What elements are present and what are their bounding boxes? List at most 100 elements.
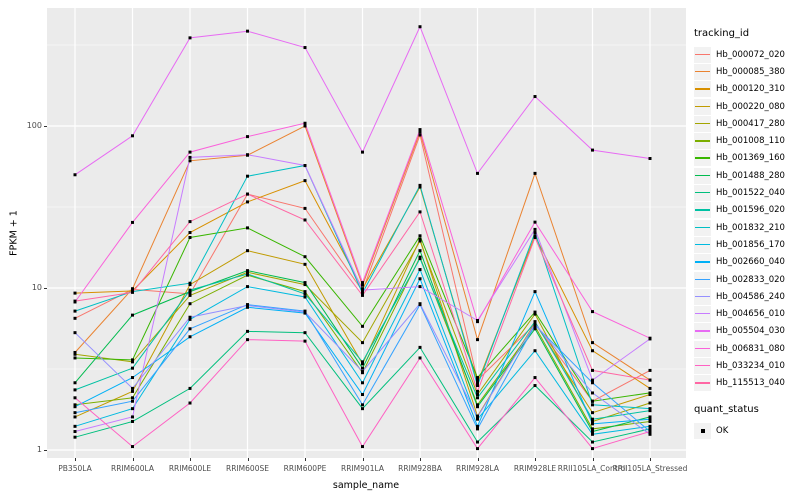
- data-point: [188, 36, 192, 40]
- y-tick-mark: [44, 125, 47, 127]
- data-point: [533, 290, 537, 294]
- legend-key-line-icon: [695, 295, 710, 298]
- legend-key: [694, 306, 711, 323]
- legend-key: [694, 357, 711, 374]
- data-point: [648, 427, 652, 431]
- y-tick-label: 1: [36, 445, 42, 454]
- data-point: [476, 403, 479, 407]
- data-point: [418, 277, 422, 281]
- legend-entry-label: Hb_001832_210: [716, 222, 785, 233]
- data-point: [476, 171, 479, 175]
- data-point: [476, 415, 479, 419]
- data-point: [361, 360, 364, 364]
- data-point: [246, 303, 249, 307]
- data-point: [303, 255, 307, 259]
- data-point: [418, 234, 422, 238]
- data-point: [533, 231, 537, 235]
- x-tick-mark: [477, 458, 479, 461]
- legend-entry-label: Hb_001856_170: [716, 239, 785, 250]
- x-tick-mark: [592, 458, 594, 461]
- data-point: [476, 424, 479, 428]
- data-point: [591, 391, 594, 395]
- data-point: [476, 320, 479, 324]
- x-tick-label-RRII105LA_Stressed: RRII105LA_Stressed: [612, 464, 688, 473]
- data-point: [418, 130, 422, 134]
- legend-key: [694, 254, 711, 271]
- data-point: [533, 95, 537, 99]
- data-point: [533, 320, 537, 324]
- data-point: [418, 268, 422, 272]
- data-point: [73, 173, 77, 177]
- legend-key-line-icon: [695, 174, 710, 177]
- data-point: [303, 218, 307, 222]
- legend-key-line-icon: [695, 330, 710, 332]
- data-point: [131, 419, 134, 423]
- legend-entry: Hb_000220_080: [694, 98, 800, 115]
- data-point: [591, 411, 594, 415]
- data-point: [418, 133, 422, 137]
- data-point: [73, 352, 77, 356]
- legend-entry-label: Hb_001008_110: [716, 136, 785, 147]
- legend-entry: Hb_000085_380: [694, 63, 800, 80]
- data-point: [648, 419, 652, 423]
- data-point: [131, 220, 134, 224]
- data-point: [188, 317, 192, 321]
- data-point: [361, 393, 364, 397]
- legend-entry-label: Hb_000072_020: [716, 49, 785, 60]
- x-tick-label-RRIM901LA: RRIM901LA: [341, 464, 384, 473]
- data-point: [303, 283, 307, 287]
- data-point: [131, 445, 134, 449]
- legend-entry-label: Hb_005504_030: [716, 326, 785, 337]
- data-point: [418, 285, 422, 289]
- legend-entry-label: Hb_115513_040: [716, 378, 785, 389]
- legend-key: [694, 340, 711, 357]
- data-point: [303, 292, 307, 296]
- data-point: [303, 121, 307, 125]
- data-point: [303, 46, 307, 50]
- x-tick-label-RRIM600LA: RRIM600LA: [111, 464, 154, 473]
- data-point: [303, 310, 307, 314]
- data-point: [418, 249, 422, 253]
- data-point: [188, 293, 192, 297]
- legend-key: [694, 288, 711, 305]
- data-point: [476, 384, 479, 388]
- data-point: [73, 309, 77, 313]
- data-point: [73, 424, 77, 428]
- data-point: [246, 135, 249, 139]
- x-tick-mark: [75, 458, 76, 461]
- legend-entry: Hb_000417_280: [694, 115, 800, 132]
- data-point: [303, 295, 307, 299]
- data-point: [303, 179, 307, 183]
- data-point: [361, 381, 364, 385]
- data-point: [591, 403, 594, 407]
- legend-entry: Hb_033234_010: [694, 357, 800, 374]
- data-point: [418, 345, 422, 349]
- legend-entry-label: Hb_002660_040: [716, 257, 785, 268]
- legend-key-line-icon: [695, 122, 710, 125]
- data-point: [73, 299, 77, 303]
- data-point: [361, 324, 364, 328]
- legend-entry-quant: OK: [694, 422, 800, 439]
- data-point: [591, 430, 594, 434]
- data-point: [131, 290, 134, 294]
- x-tick-label-RRIM928LA: RRIM928LA: [456, 464, 499, 473]
- data-point: [476, 381, 479, 385]
- legend-key: [694, 167, 711, 184]
- legend-quant-label: OK: [716, 425, 729, 436]
- legend-entry-label: Hb_000085_380: [716, 66, 785, 77]
- data-point: [246, 192, 249, 196]
- data-point: [361, 281, 364, 285]
- data-point: [73, 350, 77, 354]
- data-point: [648, 424, 652, 428]
- data-point: [361, 445, 364, 449]
- legend-entry: Hb_115513_040: [694, 375, 800, 392]
- legend-key-line-icon: [695, 278, 710, 280]
- data-point: [73, 331, 77, 335]
- data-point: [591, 310, 594, 314]
- data-point: [476, 396, 479, 400]
- legend-entry: Hb_001856_170: [694, 236, 800, 253]
- data-point: [476, 393, 479, 397]
- data-point: [591, 427, 594, 431]
- x-tick-label-PB350LA: PB350LA: [58, 464, 92, 473]
- data-point: [246, 272, 249, 276]
